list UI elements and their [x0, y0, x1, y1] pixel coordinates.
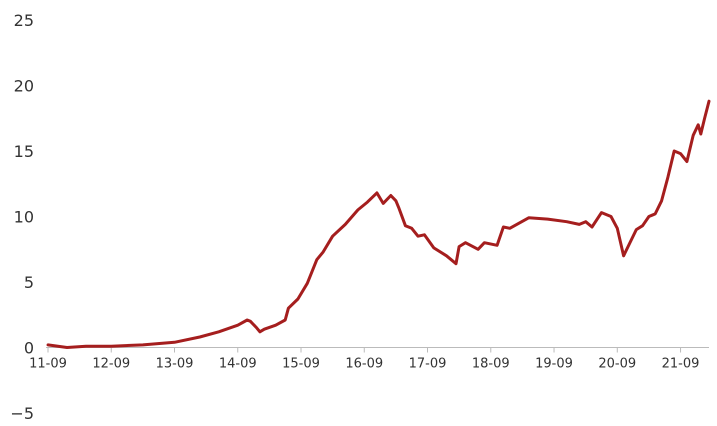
x-tick-label: 20-09 — [598, 357, 636, 372]
y-tick-label: 25 — [14, 11, 34, 30]
x-tick-label: 14-09 — [219, 357, 257, 372]
x-tick-label: 16-09 — [345, 357, 383, 372]
x-tick-label: 15-09 — [282, 357, 320, 372]
series-line — [46, 99, 711, 349]
x-tick-label: 13-09 — [156, 357, 194, 372]
x-tick-label: 18-09 — [472, 357, 510, 372]
x-tick-label: 12-09 — [92, 357, 130, 372]
x-axis-tick-labels: 11-09 12-09 13-09 14-09 15-09 16-09 17-09 18-09… — [29, 357, 700, 372]
y-tick-label: −5 — [10, 404, 34, 423]
x-tick-label: 17-09 — [409, 357, 447, 372]
x-tick-label: 19-09 — [535, 357, 573, 372]
x-tick-label: 21-09 — [662, 357, 700, 372]
x-axis-tick-marks — [47, 347, 682, 353]
y-tick-label: 20 — [14, 77, 34, 96]
y-tick-label: 15 — [14, 142, 34, 161]
y-tick-label: 5 — [24, 273, 34, 292]
y-axis-tick-labels: 25 20 15 10 5 0 −5 — [10, 11, 34, 423]
y-tick-label: 10 — [14, 208, 34, 227]
x-tick-label: 11-09 — [29, 357, 67, 372]
y-tick-label: 0 — [24, 339, 34, 358]
